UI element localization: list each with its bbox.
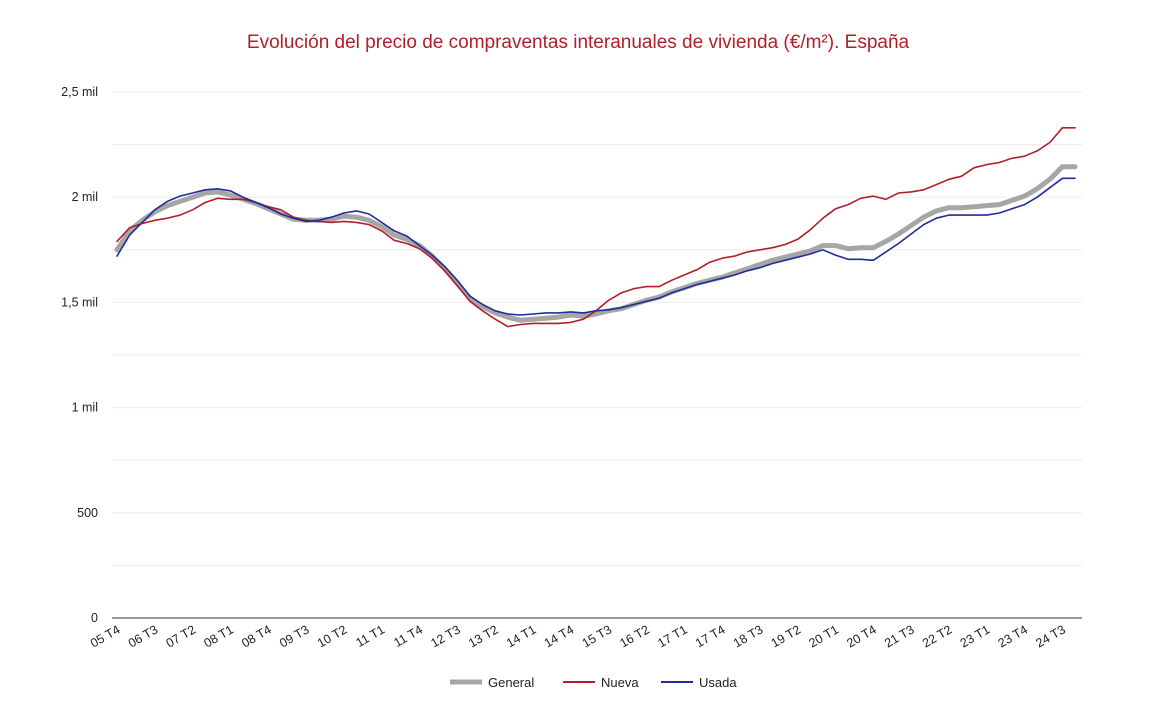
legend: General Nueva Usada bbox=[450, 675, 737, 690]
series-line-nueva bbox=[116, 127, 1076, 328]
x-tick-label: 05 T4 bbox=[88, 622, 123, 650]
x-tick-label: 08 T4 bbox=[239, 622, 274, 650]
x-tick-label: 17 T4 bbox=[693, 622, 728, 650]
x-tick-label: 21 T3 bbox=[882, 622, 917, 650]
x-tick-label: 14 T1 bbox=[504, 622, 539, 650]
x-tick-label: 20 T4 bbox=[844, 622, 879, 650]
x-tick-label: 20 T1 bbox=[807, 622, 842, 650]
x-tick-label: 11 T1 bbox=[354, 622, 388, 650]
x-tick-label: 18 T3 bbox=[731, 622, 766, 650]
series-lines bbox=[114, 127, 1078, 328]
y-tick-label: 500 bbox=[77, 506, 98, 520]
x-tick-label: 16 T2 bbox=[617, 622, 652, 650]
x-tick-label: 08 T1 bbox=[201, 622, 236, 650]
x-tick-label: 09 T3 bbox=[277, 622, 312, 650]
x-tick-label: 23 T1 bbox=[958, 622, 993, 650]
x-axis-ticks: 05 T4 06 T3 07 T2 08 T1 08 T4 09 T3 10 T2 11 T1… bbox=[88, 622, 1068, 650]
y-tick-label: 1,5 mil bbox=[61, 295, 98, 309]
legend-label-general: General bbox=[488, 675, 534, 690]
x-tick-label: 11 T4 bbox=[391, 622, 425, 650]
x-tick-label: 17 T1 bbox=[655, 622, 690, 650]
y-tick-label: 2,5 mil bbox=[61, 85, 98, 99]
x-tick-label: 23 T4 bbox=[996, 622, 1031, 650]
x-tick-label: 24 T3 bbox=[1033, 622, 1068, 650]
x-tick-label: 07 T2 bbox=[164, 622, 199, 650]
x-tick-label: 15 T3 bbox=[580, 622, 615, 650]
x-tick-label: 10 T2 bbox=[315, 622, 350, 650]
series-line-usada bbox=[116, 177, 1076, 316]
y-tick-label: 0 bbox=[91, 611, 98, 625]
chart-title: Evolución del precio de compraventas int… bbox=[247, 32, 910, 53]
y-tick-label: 1 mil bbox=[72, 401, 98, 415]
x-tick-label: 14 T4 bbox=[542, 622, 577, 650]
x-tick-label: 12 T3 bbox=[428, 622, 463, 650]
x-tick-label: 13 T2 bbox=[466, 622, 501, 650]
y-axis-ticks: 0 500 1 mil 1,5 mil 2 mil 2,5 mil bbox=[61, 85, 98, 625]
legend-label-nueva: Nueva bbox=[601, 675, 639, 690]
x-tick-label: 19 T2 bbox=[769, 622, 804, 650]
series-line-general bbox=[114, 164, 1078, 323]
y-tick-label: 2 mil bbox=[72, 190, 98, 204]
x-tick-label: 22 T2 bbox=[920, 622, 955, 650]
x-tick-label: 06 T3 bbox=[126, 622, 161, 650]
gridlines bbox=[112, 91, 1082, 566]
legend-label-usada: Usada bbox=[699, 675, 737, 690]
